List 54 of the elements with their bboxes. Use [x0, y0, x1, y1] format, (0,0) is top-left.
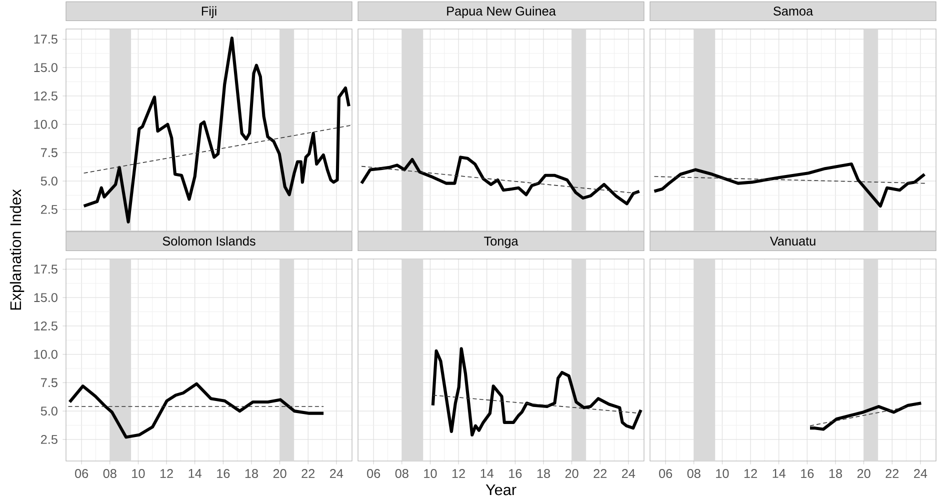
line-series — [82, 36, 350, 224]
x-tick-label: 10 — [132, 469, 145, 478]
y-tick-label: 10.0 — [34, 350, 58, 359]
x-tick-label: 16 — [217, 469, 230, 478]
x-tick-label: 20 — [565, 469, 578, 478]
y-tick-label: 7.5 — [41, 148, 58, 158]
chart-title: Samoa — [774, 6, 814, 16]
y-tick-label: 2.5 — [40, 205, 58, 214]
x-tick-label: 22 — [594, 469, 607, 478]
chart-title: Vanuatu — [770, 236, 816, 246]
x-tick-label: 16 — [801, 469, 814, 478]
x-tick-label: 06 — [659, 469, 672, 478]
y-tick-label: 15.0 — [34, 63, 58, 72]
x-tick-label: 10 — [716, 469, 729, 478]
x-tick-label: 06 — [75, 469, 88, 478]
chart-title: Tonga — [484, 236, 518, 248]
x-tick-label: 08 — [395, 469, 408, 478]
y-tick-label: 17.5 — [34, 34, 58, 44]
x-tick-label: 18 — [245, 469, 258, 478]
x-tick-label: 24 — [914, 469, 928, 478]
x-tick-label: 18 — [537, 469, 550, 478]
line-series — [68, 382, 326, 439]
y-tick-label: 15.0 — [34, 293, 58, 302]
x-tick-label: 20 — [857, 469, 870, 478]
x-tick-label: 08 — [103, 469, 116, 478]
x-axis-title: Year — [486, 484, 516, 496]
x-tick-label: 12 — [160, 469, 173, 478]
y-tick-label: 5.0 — [40, 176, 58, 186]
x-tick-label: 14 — [772, 469, 786, 478]
x-tick-label: 22 — [886, 469, 899, 478]
y-tick-label: 7.5 — [41, 378, 58, 388]
x-tick-label: 10 — [424, 469, 437, 478]
x-tick-label: 08 — [687, 469, 700, 478]
x-tick-label: 12 — [744, 469, 757, 478]
y-tick-label: 5.0 — [40, 406, 58, 416]
x-tick-label: 24 — [330, 469, 344, 478]
x-tick-label: 22 — [302, 469, 315, 478]
x-tick-label: 20 — [273, 469, 286, 478]
y-tick-label: 12.5 — [34, 322, 58, 331]
chart-title: Solomon Islands — [162, 236, 256, 246]
x-tick-label: 06 — [367, 469, 380, 478]
chart-title: Fiji — [202, 6, 216, 18]
x-tick-label: 12 — [452, 469, 465, 478]
x-tick-label: 16 — [509, 469, 522, 478]
y-tick-label: 10.0 — [34, 120, 58, 129]
y-axis-title: Explanation Index — [10, 189, 24, 310]
y-tick-label: 2.5 — [40, 435, 58, 444]
chart-title: Papua New Guinea — [447, 6, 556, 18]
y-tick-label: 17.5 — [34, 264, 58, 274]
y-tick-label: 12.5 — [34, 92, 58, 101]
x-tick-label: 24 — [622, 469, 636, 478]
x-tick-label: 18 — [829, 469, 842, 478]
x-tick-label: 14 — [480, 469, 494, 478]
x-tick-label: 14 — [188, 469, 202, 478]
